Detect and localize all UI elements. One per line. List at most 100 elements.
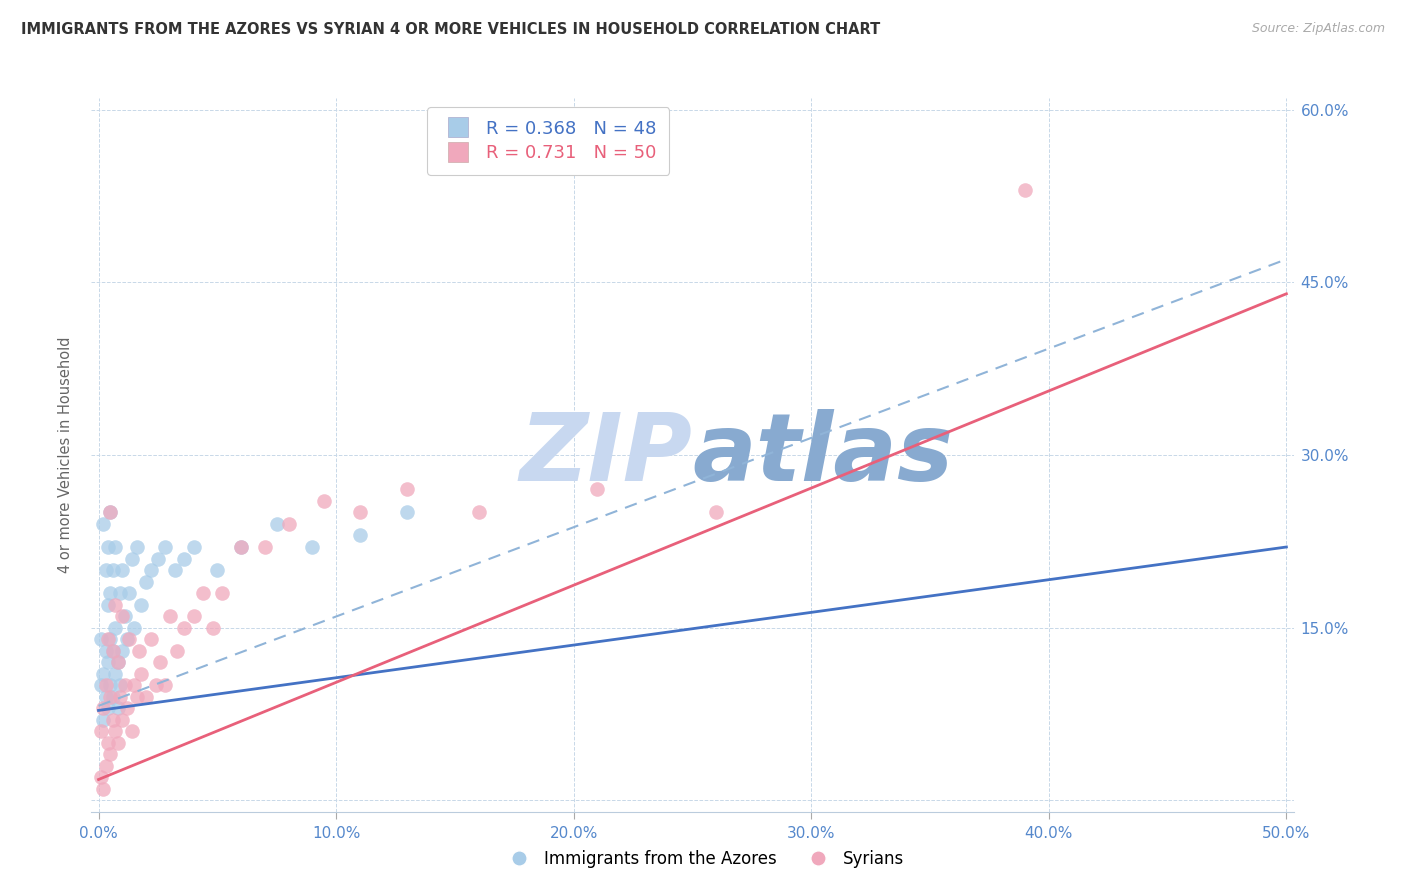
Point: [97, 632, 120, 646]
Point: [115, 632, 138, 646]
Point: [118, 586, 141, 600]
Point: [91, 713, 114, 727]
Point: [114, 609, 136, 624]
Point: [101, 690, 124, 704]
Point: [90, 678, 112, 692]
Point: [115, 701, 138, 715]
Point: [94, 758, 117, 772]
Point: [101, 643, 124, 657]
Point: [108, 690, 131, 704]
Point: [107, 701, 129, 715]
Text: ZIP: ZIP: [520, 409, 692, 501]
Text: Source: ZipAtlas.com: Source: ZipAtlas.com: [1251, 22, 1385, 36]
Point: [121, 724, 143, 739]
Point: [396, 483, 419, 497]
Point: [153, 678, 176, 692]
Point: [159, 609, 181, 624]
Point: [90, 724, 112, 739]
Point: [129, 598, 152, 612]
Point: [1014, 183, 1036, 197]
Point: [135, 690, 157, 704]
Point: [100, 747, 122, 761]
Point: [139, 632, 162, 646]
Point: [349, 506, 371, 520]
Point: [153, 540, 176, 554]
Point: [100, 632, 122, 646]
Text: atlas: atlas: [692, 409, 953, 501]
Text: IMMIGRANTS FROM THE AZORES VS SYRIAN 4 OR MORE VEHICLES IN HOUSEHOLD CORRELATION: IMMIGRANTS FROM THE AZORES VS SYRIAN 4 O…: [21, 22, 880, 37]
Point: [97, 736, 120, 750]
Point: [314, 494, 336, 508]
Point: [107, 655, 129, 669]
Point: [266, 516, 288, 531]
Point: [91, 781, 114, 796]
Point: [173, 551, 195, 566]
Point: [97, 655, 120, 669]
Point: [104, 621, 127, 635]
Point: [97, 701, 120, 715]
Point: [104, 598, 127, 612]
Point: [201, 621, 224, 635]
Point: [101, 563, 124, 577]
Point: [100, 586, 122, 600]
Point: [173, 621, 195, 635]
Point: [135, 574, 157, 589]
Point: [111, 713, 134, 727]
Point: [118, 632, 141, 646]
Point: [100, 678, 122, 692]
Point: [90, 770, 112, 784]
Point: [111, 563, 134, 577]
Point: [101, 643, 124, 657]
Point: [101, 713, 124, 727]
Point: [122, 678, 145, 692]
Point: [108, 586, 131, 600]
Point: [111, 609, 134, 624]
Point: [104, 724, 127, 739]
Point: [183, 609, 205, 624]
Point: [122, 621, 145, 635]
Point: [163, 563, 186, 577]
Point: [229, 540, 252, 554]
Point: [253, 540, 276, 554]
Point: [229, 540, 252, 554]
Point: [146, 551, 169, 566]
Legend: R = 0.368   N = 48, R = 0.731   N = 50: R = 0.368 N = 48, R = 0.731 N = 50: [427, 107, 669, 175]
Point: [277, 516, 299, 531]
Point: [149, 655, 172, 669]
Point: [91, 516, 114, 531]
Point: [104, 666, 127, 681]
Point: [586, 483, 609, 497]
Point: [100, 506, 122, 520]
Point: [128, 643, 150, 657]
Point: [100, 506, 122, 520]
Point: [704, 506, 727, 520]
Point: [301, 540, 323, 554]
Point: [139, 563, 162, 577]
Point: [467, 506, 489, 520]
Point: [94, 690, 117, 704]
Point: [94, 678, 117, 692]
Point: [207, 563, 229, 577]
Point: [111, 643, 134, 657]
Point: [97, 598, 120, 612]
Point: [183, 540, 205, 554]
Point: [211, 586, 233, 600]
Point: [108, 678, 131, 692]
Point: [396, 506, 419, 520]
Point: [100, 690, 122, 704]
Point: [114, 678, 136, 692]
Point: [349, 528, 371, 542]
Point: [125, 540, 148, 554]
Legend: Immigrants from the Azores, Syrians: Immigrants from the Azores, Syrians: [495, 844, 911, 875]
Point: [121, 551, 143, 566]
Point: [91, 701, 114, 715]
Y-axis label: 4 or more Vehicles in Household: 4 or more Vehicles in Household: [58, 336, 73, 574]
Point: [90, 632, 112, 646]
Point: [166, 643, 188, 657]
Point: [129, 666, 152, 681]
Point: [104, 540, 127, 554]
Point: [191, 586, 214, 600]
Point: [107, 655, 129, 669]
Point: [91, 666, 114, 681]
Point: [97, 540, 120, 554]
